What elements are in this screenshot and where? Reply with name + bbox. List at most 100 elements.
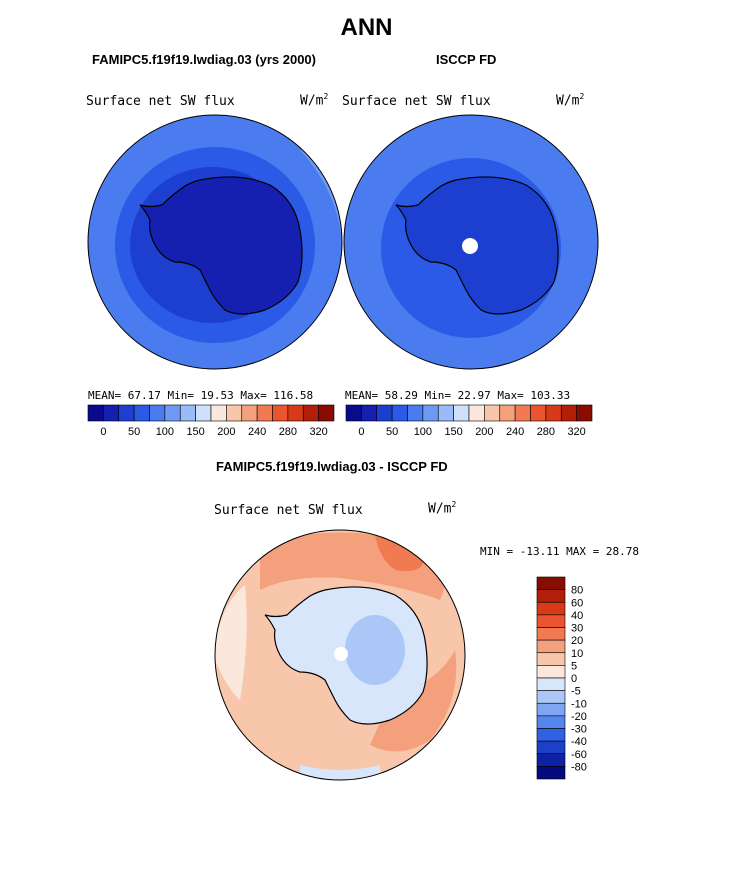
right-colorbar-swatch [514,404,531,422]
diff-units-label: W/m2 [428,500,457,517]
right-colorbar [345,404,593,422]
right-colorbar-swatch [484,404,501,422]
right-colorbar-tick-label: 50 [386,426,398,438]
left-colorbar-swatch [179,404,196,422]
left-colorbar-tick-label: 100 [156,426,174,438]
right-map-missing-pole [462,238,478,254]
diff-colorbar-tick-label: 0 [571,673,577,685]
left-colorbar-tick-label: 50 [128,426,140,438]
diff-colorbar-swatch [536,728,566,742]
right-units-label: W/m2 [556,92,585,109]
diff-colorbar-tick-label: -5 [571,686,581,698]
left-colorbar-swatch [133,404,150,422]
right-map-border [343,114,599,370]
right-colorbar-swatch [376,404,393,422]
right-colorbar-tick-label: 100 [414,426,432,438]
left-colorbar-tick-label: 280 [279,426,297,438]
diff-colorbar-tick-label: 10 [571,648,583,660]
left-units-label: W/m2 [300,92,329,109]
right-colorbar-tick-label: 280 [537,426,555,438]
diff-stats: MIN = -13.11 MAX = 28.78 [480,545,639,558]
diff-colorbar-tick-label: -10 [571,698,587,710]
diff-colorbar-tick-label: -30 [571,724,587,736]
diff-colorbar-tick-label: 60 [571,597,583,609]
left-variable-label: Surface net SW flux [86,94,235,109]
left-colorbar-swatch [103,404,120,422]
diff-colorbar [536,576,566,780]
diff-colorbar-swatch [536,753,566,767]
diff-colorbar-swatch [536,601,566,616]
diff-colorbar-tick-label: -20 [571,711,587,723]
diff-map-ocean-light-left [215,585,247,700]
diff-map-ocean-light-bottom [300,765,380,780]
diff-colorbar-tick-label: -80 [571,761,587,773]
right-colorbar-tick-label: 240 [506,426,524,438]
right-colorbar-swatch [453,404,470,422]
diff-map [215,530,465,780]
left-colorbar-tick-label: 200 [217,426,235,438]
right-colorbar-swatch [437,404,454,422]
diff-colorbar-tick-label: -40 [571,736,587,748]
left-colorbar-swatch [287,404,304,422]
left-colorbar-tick-label: 240 [248,426,266,438]
left-map-border [87,114,343,370]
diff-colorbar-tick-label: 80 [571,585,583,597]
left-colorbar [87,404,335,422]
diff-colorbar-swatch [536,652,566,666]
left-colorbar-swatch [226,404,243,422]
diff-colorbar-tick-label: 30 [571,623,583,635]
right-map [344,115,598,369]
diff-map-missing-pole [334,647,348,661]
diff-colorbar-swatch [536,589,566,603]
left-colorbar-swatch [118,404,135,422]
diff-colorbar-swatch [536,639,566,654]
left-colorbar-swatch [87,404,104,422]
diff-map-land-blue [345,615,405,685]
diff-colorbar-swatch [536,766,566,780]
left-case-title: FAMIPC5.f19f19.lwdiag.03 (yrs 2000) [92,52,316,67]
diff-colorbar-swatch [536,627,566,641]
diff-colorbar-swatch [536,740,566,755]
left-colorbar-swatch [164,404,181,422]
diff-colorbar-swatch [536,702,566,717]
right-colorbar-swatch [361,404,378,422]
right-colorbar-swatch [545,404,562,422]
right-colorbar-tick-label: 150 [444,426,462,438]
right-colorbar-swatch [422,404,439,422]
left-colorbar-swatch [210,404,227,422]
diff-colorbar-tick-label: -60 [571,749,587,761]
diff-case-title: FAMIPC5.f19f19.lwdiag.03 - ISCCP FD [216,459,448,474]
left-colorbar-tick-label: 0 [100,426,106,438]
diff-colorbar-swatch [536,715,566,729]
right-colorbar-labels: 0 50 100 150 200 240 280 320 [358,426,585,438]
right-colorbar-tick-label: 200 [475,426,493,438]
diff-colorbar-tick-label: 5 [571,660,577,672]
right-colorbar-swatch [407,404,424,422]
page-title: ANN [340,14,393,41]
left-map [88,115,342,369]
right-case-title: ISCCP FD [436,52,497,67]
left-stats: MEAN= 67.17 Min= 19.53 Max= 116.58 [88,389,314,402]
diff-colorbar-swatch [536,614,566,628]
diff-colorbar-tick-label: 40 [571,610,583,622]
right-variable-label: Surface net SW flux [342,94,491,109]
diff-colorbar-swatch [536,690,566,704]
diff-variable-label: Surface net SW flux [214,503,363,518]
left-colorbar-swatch [272,404,289,422]
diff-colorbar-swatch [536,576,566,590]
right-colorbar-swatch [499,404,516,422]
left-colorbar-swatch [318,404,335,422]
left-colorbar-tick-label: 320 [309,426,327,438]
diff-colorbar-swatch [536,665,566,679]
left-map-antarctica [139,176,303,315]
left-colorbar-swatch [195,404,212,422]
left-colorbar-tick-label: 150 [186,426,204,438]
diff-map-ocean-peak [375,535,425,572]
diff-colorbar-swatch [536,677,566,691]
right-colorbar-swatch [530,404,547,422]
right-colorbar-swatch [391,404,408,422]
left-colorbar-swatch [302,404,319,422]
right-colorbar-tick-label: 0 [358,426,364,438]
